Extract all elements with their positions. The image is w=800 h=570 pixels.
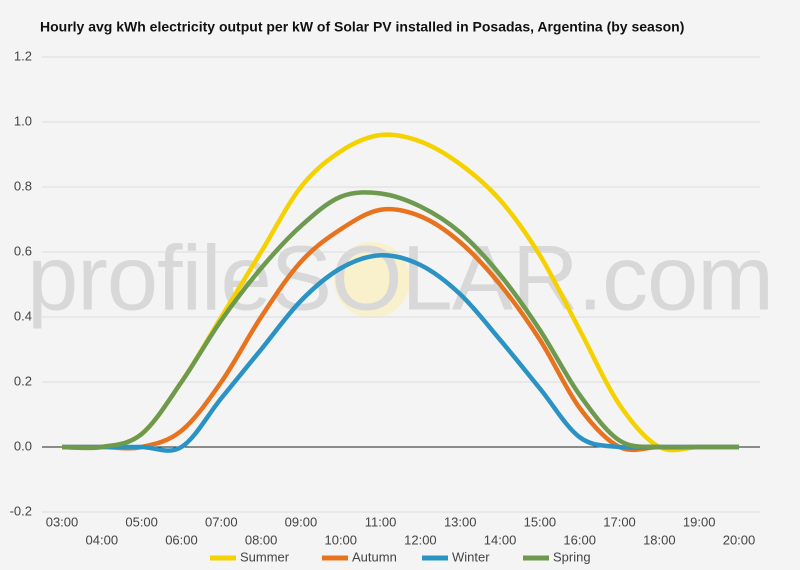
x-tick-label: 19:00: [683, 514, 716, 529]
y-tick-label: 1.0: [14, 113, 32, 128]
x-tick-label: 07:00: [205, 514, 238, 529]
x-tick-label: 16:00: [563, 532, 596, 547]
watermark: profileSOLAR.com: [27, 227, 773, 329]
y-tick-label: 0.4: [14, 308, 32, 323]
y-tick-label: 0.6: [14, 243, 32, 258]
chart-title: Hourly avg kWh electricity output per kW…: [40, 19, 684, 35]
y-tick-label: -0.2: [10, 503, 32, 518]
x-tick-label: 04:00: [86, 532, 119, 547]
legend-label: Summer: [240, 549, 290, 564]
y-tick-label: 0.2: [14, 373, 32, 388]
x-tick-label: 14:00: [484, 532, 517, 547]
x-tick-label: 11:00: [365, 514, 397, 529]
x-tick-label: 10:00: [324, 532, 357, 547]
x-tick-label: 03:00: [46, 514, 79, 529]
x-tick-label: 09:00: [285, 514, 318, 529]
x-tick-label: 13:00: [444, 514, 477, 529]
y-tick-label: 1.2: [14, 48, 32, 63]
y-tick-label: 0.8: [14, 178, 32, 193]
x-tick-label: 15:00: [524, 514, 557, 529]
x-tick-label: 08:00: [245, 532, 278, 547]
legend-label: Autumn: [352, 549, 397, 564]
x-tick-label: 05:00: [125, 514, 158, 529]
line: [61, 190, 739, 451]
x-tick-label: 17:00: [603, 514, 636, 529]
x-tick-label: 20:00: [723, 532, 756, 547]
x-tick-label: 18:00: [643, 532, 676, 547]
line: [62, 252, 739, 453]
x-tick-label: 06:00: [165, 532, 198, 547]
x-tick-label: 12:00: [404, 532, 437, 547]
legend-label: Spring: [553, 549, 591, 564]
legend-label: Winter: [452, 549, 490, 564]
y-tick-label: 0.0: [14, 438, 32, 453]
